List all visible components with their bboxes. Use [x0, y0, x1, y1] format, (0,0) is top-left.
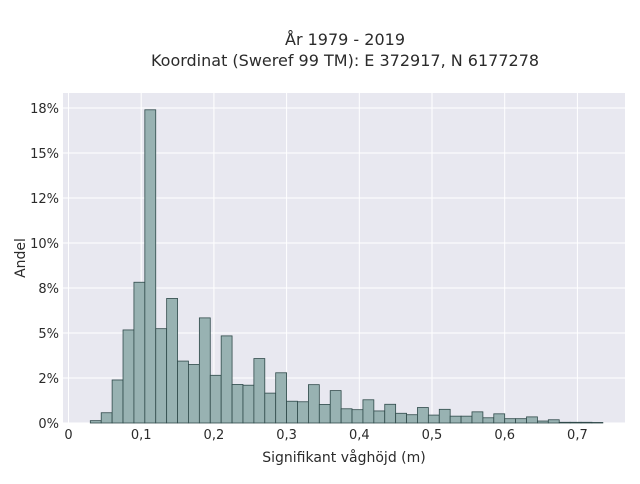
histogram-bar	[471, 411, 484, 424]
x-tick-label: 0,1	[131, 428, 152, 443]
histogram-bar	[198, 317, 211, 424]
histogram-bar	[220, 335, 233, 424]
histogram-bar	[406, 414, 418, 424]
histogram-bar	[318, 404, 331, 424]
x-axis-ticks: 0 0,1 0,2 0,3 0,4 0,5 0,6 0,7	[64, 428, 587, 443]
y-tick-label: 15%	[30, 147, 59, 162]
bars	[89, 109, 604, 424]
y-tick-label: 10%	[30, 237, 59, 252]
histogram-bar	[177, 360, 189, 424]
x-tick-label: 0,2	[204, 428, 225, 443]
histogram-bar	[427, 414, 440, 424]
histogram-bar	[417, 407, 429, 424]
histogram-bar	[286, 400, 298, 424]
histogram-bar	[111, 379, 124, 424]
x-tick-label: 0,4	[349, 428, 370, 443]
histogram-bar	[89, 420, 102, 424]
histogram-bar	[253, 358, 266, 424]
x-tick-label: 0	[64, 428, 72, 443]
chart-title: År 1979 - 2019	[285, 30, 405, 49]
histogram-bar	[504, 418, 517, 424]
histogram-bar	[275, 372, 288, 424]
y-tick-label: 8%	[38, 282, 59, 297]
histogram-bar	[537, 420, 549, 424]
histogram-bar	[547, 419, 560, 424]
x-tick-label: 0,5	[422, 428, 443, 443]
x-axis-label: Signifikant våghöjd (m)	[262, 449, 425, 466]
histogram-bar	[122, 329, 135, 424]
histogram-bar	[460, 415, 473, 424]
histogram-bar	[395, 412, 407, 424]
y-axis-ticks: 0% 2% 5% 8% 10% 12% 15% 18%	[30, 102, 59, 432]
histogram-bar	[558, 421, 571, 424]
histogram-bar	[340, 408, 353, 424]
histogram-bar	[144, 109, 157, 424]
y-tick-label: 5%	[38, 327, 59, 342]
histogram-bar	[209, 374, 222, 424]
y-axis-label: Andel	[13, 238, 29, 278]
histogram-bar	[329, 390, 342, 424]
y-tick-label: 2%	[38, 372, 59, 387]
histogram-bar	[351, 409, 364, 424]
x-tick-label: 0,6	[494, 428, 515, 443]
histogram-bar	[580, 421, 593, 424]
histogram-bar	[297, 401, 309, 424]
y-tick-label: 18%	[30, 102, 59, 117]
histogram-bar	[526, 416, 538, 424]
chart-subtitle: Koordinat (Sweref 99 TM): E 372917, N 61…	[151, 51, 539, 70]
histogram-bar	[482, 417, 495, 424]
histogram-bar	[449, 415, 462, 424]
x-tick-label: 0,7	[567, 428, 588, 443]
histogram-bar	[362, 399, 375, 424]
histogram-bar	[569, 421, 582, 424]
histogram-bar	[242, 384, 255, 424]
histogram-bar	[188, 364, 200, 424]
histogram-bar	[591, 422, 604, 424]
histogram-bar	[231, 384, 244, 424]
histogram-bar	[493, 413, 506, 424]
histogram-bar	[373, 410, 386, 424]
histogram-bar	[515, 418, 527, 424]
histogram-bar	[166, 298, 178, 424]
histogram-bar	[155, 328, 168, 424]
histogram-bar	[384, 403, 397, 424]
x-tick-label: 0,3	[276, 428, 297, 443]
histogram-bar	[308, 384, 320, 424]
histogram-bar	[438, 408, 451, 424]
histogram-bar	[264, 392, 277, 424]
histogram-bar	[133, 281, 146, 424]
y-tick-label: 0%	[38, 417, 59, 432]
y-tick-label: 12%	[30, 192, 59, 207]
histogram-bar	[100, 412, 113, 424]
